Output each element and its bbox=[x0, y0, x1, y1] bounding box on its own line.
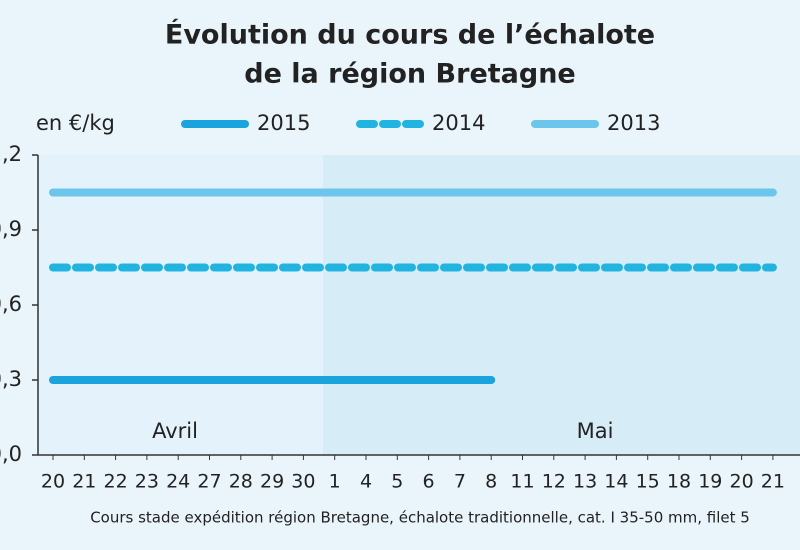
x-tick-label: 24 bbox=[166, 471, 190, 493]
x-tick-label: 28 bbox=[229, 471, 253, 493]
x-tick-label: 7 bbox=[454, 471, 466, 493]
y-axis-label: en €/kg bbox=[36, 111, 115, 135]
legend-label: 2013 bbox=[607, 111, 660, 135]
y-tick-label: 0,6 bbox=[0, 292, 22, 316]
month-label: Mai bbox=[577, 419, 614, 443]
x-tick-label: 23 bbox=[135, 471, 159, 493]
x-tick-label: 22 bbox=[104, 471, 128, 493]
x-tick-label: 6 bbox=[423, 471, 435, 493]
x-tick-label: 8 bbox=[485, 471, 497, 493]
x-tick-label: 11 bbox=[510, 471, 534, 493]
y-tick-label: 1,2 bbox=[0, 142, 22, 166]
y-tick-label: 0,0 bbox=[0, 442, 22, 466]
x-tick-label: 5 bbox=[391, 471, 403, 493]
chart-title: Évolution du cours de l’échalote bbox=[165, 19, 655, 51]
x-tick-label: 15 bbox=[636, 471, 660, 493]
x-tick-label: 4 bbox=[360, 471, 372, 493]
month-label: Avril bbox=[152, 419, 198, 443]
x-tick-label: 20 bbox=[730, 471, 754, 493]
chart-title: de la région Bretagne bbox=[244, 59, 576, 90]
x-tick-label: 19 bbox=[698, 471, 722, 493]
x-tick-label: 20 bbox=[41, 471, 65, 493]
x-tick-label: 21 bbox=[72, 471, 96, 493]
y-tick-label: 0,9 bbox=[0, 217, 22, 241]
x-tick-label: 18 bbox=[667, 471, 691, 493]
x-tick-label: 29 bbox=[260, 471, 284, 493]
x-tick-label: 1 bbox=[329, 471, 341, 493]
x-tick-label: 27 bbox=[197, 471, 221, 493]
april-band bbox=[38, 155, 323, 455]
x-tick-label: 13 bbox=[573, 471, 597, 493]
y-tick-label: 0,3 bbox=[0, 367, 22, 391]
x-tick-label: 30 bbox=[291, 471, 315, 493]
note: Cours stade expédition région Bretagne, … bbox=[90, 509, 750, 527]
legend-label: 2015 bbox=[257, 111, 310, 135]
x-tick-label: 12 bbox=[542, 471, 566, 493]
may-band bbox=[323, 155, 800, 455]
legend-label: 2014 bbox=[432, 111, 485, 135]
x-tick-label: 14 bbox=[604, 471, 628, 493]
x-tick-label: 21 bbox=[761, 471, 785, 493]
